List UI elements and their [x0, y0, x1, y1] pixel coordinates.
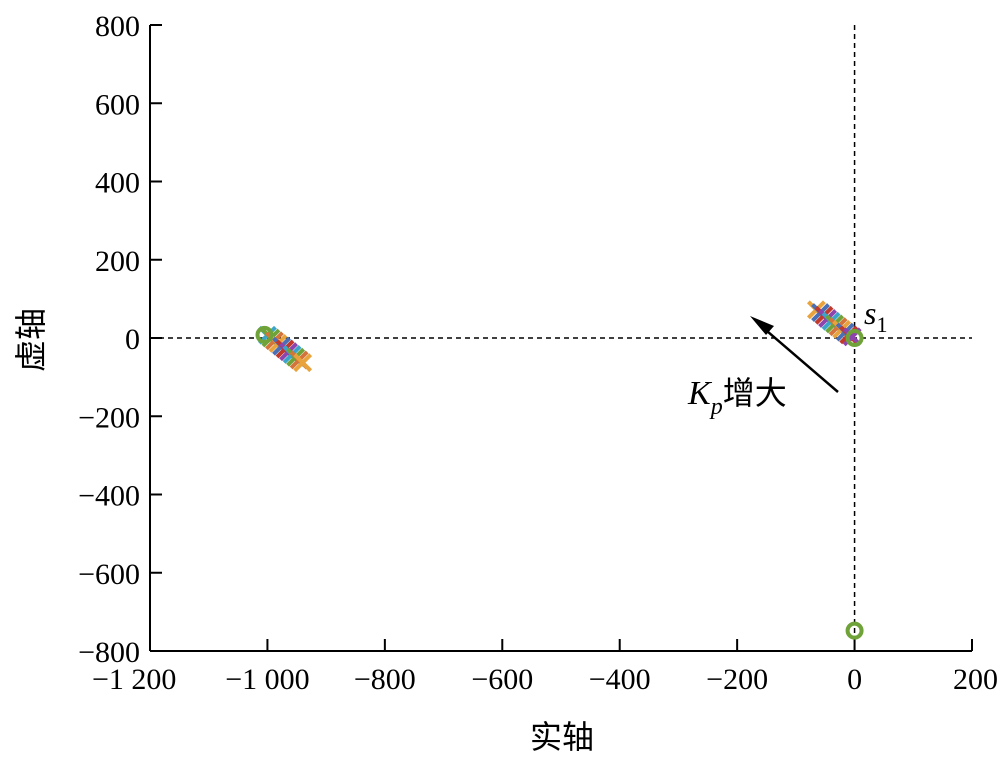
x-tick-label: −1 000 — [225, 663, 309, 696]
y-tick-label: 600 — [95, 88, 140, 121]
y-tick-label: 800 — [95, 10, 140, 43]
x-tick-label: 200 — [953, 663, 998, 696]
axis-titles: 实轴 虚轴 — [12, 308, 594, 756]
pole-marker — [293, 353, 313, 373]
zero-marker — [845, 329, 864, 347]
x-tick-label: −400 — [589, 663, 651, 696]
arrow-label-kp: Kp增大 — [687, 374, 787, 420]
y-tick-label: −800 — [78, 636, 140, 669]
y-tick-label: −400 — [78, 480, 140, 513]
x-axis-title: 实轴 — [530, 718, 594, 756]
y-axis-title: 虚轴 — [12, 308, 50, 372]
annotations: s1 Kp增大 — [687, 295, 887, 420]
x-tick-label: −600 — [471, 663, 533, 696]
x-tick-label: −200 — [706, 663, 768, 696]
increase-arrow-head — [750, 316, 774, 335]
point-label-s1: s1 — [864, 295, 887, 337]
x-tick-label: −1 200 — [92, 663, 176, 696]
zero-marker — [255, 325, 274, 344]
y-tick-label: −600 — [78, 558, 140, 591]
zero-marker — [845, 621, 864, 640]
y-tick-label: −200 — [78, 401, 140, 434]
increase-arrow-shaft — [759, 324, 839, 393]
y-tick-label: 400 — [95, 167, 140, 200]
y-tick-label: 0 — [125, 323, 140, 356]
x-tick-label: −800 — [354, 663, 416, 696]
x-tick-label: 0 — [847, 663, 862, 696]
y-tick-label: 200 — [95, 245, 140, 278]
data-points — [255, 300, 864, 640]
